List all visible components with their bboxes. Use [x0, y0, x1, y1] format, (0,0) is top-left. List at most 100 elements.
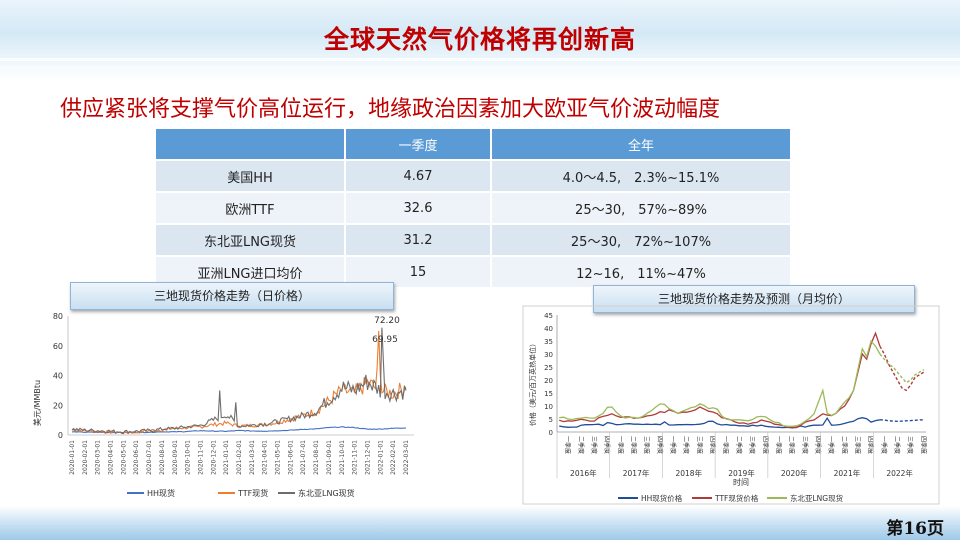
- table-cell: 31.2: [344, 223, 492, 257]
- y-tick-label: 80: [53, 312, 63, 321]
- table-cell: 美国HH: [154, 159, 346, 193]
- y-tick-label: 15: [544, 390, 553, 398]
- table-row: 欧洲TTF 32.6 25～30, 57%~89%: [154, 191, 792, 225]
- x-tick-label: 2020-04-01: [108, 440, 115, 475]
- x-tick-label: 2021-10-01: [339, 440, 346, 475]
- page-number: 第16页: [886, 519, 944, 539]
- left-chart-yticks: 0 20 40 60 80: [53, 312, 63, 440]
- x-tick-label: 2020-12-01: [210, 440, 217, 475]
- page-title: 全球天然气价格将再创新高: [323, 25, 636, 54]
- y-tick-label: 35: [544, 338, 553, 346]
- left-chart-legend: HH现货 TTF现货 东北亚LNG现货: [127, 488, 355, 498]
- quarter-label: 四季度: [919, 436, 927, 454]
- table-row: 美国HH 4.67 4.0～4.5, 2.3%~15.1%: [154, 159, 792, 193]
- x-tick-label: 2021-09-01: [326, 440, 333, 475]
- y-tick-label: 5: [549, 416, 553, 424]
- quarter-label: 四季度: [656, 436, 664, 454]
- quarter-label: 一季度: [827, 436, 835, 454]
- legend-label-ttf: TTF现货价格: [714, 493, 759, 503]
- quarter-label: 四季度: [603, 436, 611, 454]
- ttf-daily-line: [71, 330, 407, 435]
- right-chart-quarter-labels: 一季度 二季度 三季度 四季度 一季度 二季度 三季度 四季度 一季度 二季度 三季度 四季度 一季度二…: [564, 436, 928, 454]
- right-chart-year-labels: 2016年 2017年 2018年 2019年 2020年 2021年 2022年: [556, 432, 913, 478]
- y-tick-label: 25: [544, 364, 553, 372]
- quarter-label: 一季度: [616, 436, 624, 454]
- x-tick-label: 2020-07-01: [146, 440, 153, 475]
- right-chart-frame: [522, 305, 940, 505]
- x-tick-label: 2021-11-01: [352, 440, 359, 475]
- table-cell: 12~16, 11%~47%: [490, 255, 792, 289]
- table-header-cell: [154, 127, 346, 161]
- year-label: 2019年: [728, 468, 755, 478]
- y-tick-label: 0: [58, 431, 63, 440]
- x-tick-label: 2020-08-01: [159, 440, 166, 475]
- legend-label-hh: HH现货价格: [641, 493, 683, 503]
- table-row: 东北亚LNG现货 31.2 25～30, 72%~107%: [154, 223, 792, 257]
- x-tick-label: 2020-06-01: [133, 440, 140, 475]
- x-tick-label: 2021-02-01: [236, 440, 243, 475]
- quarter-label: 四季度: [867, 436, 875, 454]
- left-chart-xticks: 2020-01-01 2020-02-01 2020-03-01 2020-04-01…: [69, 440, 410, 475]
- quarter-label: 四季度: [814, 436, 822, 454]
- year-label: 2017年: [623, 468, 650, 478]
- x-tick-label: 2022-01-01: [377, 440, 384, 475]
- right-chart-yticks: 0 5 10 15 20 25 30 35 40 45: [544, 312, 553, 437]
- quarter-label: 三季度: [590, 436, 598, 454]
- year-label: 2021年: [834, 468, 861, 478]
- table-header-cell: 全年: [490, 127, 792, 161]
- x-tick-label: 2022-02-01: [390, 440, 397, 475]
- peak-label-ttf: 69.95: [372, 335, 398, 345]
- x-tick-label: 2020-05-01: [120, 440, 127, 475]
- x-tick-label: 2020-01-01: [69, 440, 76, 475]
- y-tick-label: 60: [53, 342, 63, 351]
- y-tick-label: 20: [53, 401, 63, 410]
- year-label: 2018年: [675, 468, 702, 478]
- x-tick-label: 2021-08-01: [313, 440, 320, 475]
- lng-monthly-line: [559, 339, 881, 427]
- quarter-label: 二季度: [893, 436, 901, 454]
- x-tick-label: 2020-03-01: [95, 440, 102, 475]
- quarter-label: 一季度: [880, 436, 888, 454]
- year-label: 2020年: [781, 468, 808, 478]
- quarter-label: 一季度: [774, 436, 782, 454]
- quarter-label: 三季度: [854, 436, 862, 454]
- table-cell: 东北亚LNG现货: [154, 223, 346, 257]
- quarter-label: 二季度: [629, 436, 637, 454]
- page-subtitle: 供应紧张将支撑气价高位运行，地缘政治因素加大欧亚气价波动幅度: [60, 97, 721, 122]
- quarter-label: 二季度: [840, 436, 848, 454]
- x-tick-label: 2021-12-01: [364, 440, 371, 475]
- y-tick-label: 40: [544, 325, 553, 333]
- y-tick-label: 40: [53, 372, 63, 381]
- legend-label-ttf: TTF现货: [237, 488, 268, 498]
- y-tick-label: 45: [544, 312, 553, 320]
- table-header-row: 一季度 全年: [154, 127, 792, 161]
- quarter-label: 二季度: [788, 436, 796, 454]
- ttf-monthly-line: [559, 331, 881, 429]
- y-tick-label: 20: [544, 377, 553, 385]
- table-cell: 4.67: [344, 159, 492, 193]
- table-cell: 32.6: [344, 191, 492, 225]
- quarter-label: 一季度: [564, 436, 572, 454]
- right-chart-title: 三地现货价格走势及预测（月均价）: [593, 285, 915, 313]
- year-label: 2022年: [886, 468, 913, 478]
- quarter-label: 三季度: [801, 436, 809, 454]
- lng-daily-line: [71, 327, 407, 435]
- quarter-label: 四季度: [709, 436, 717, 454]
- right-chart-ylabel: 价格（美元/百万英热单位）: [528, 340, 537, 426]
- x-tick-label: 2020-11-01: [197, 440, 204, 475]
- hh-monthly-line: [559, 416, 881, 429]
- legend-label-lng: 东北亚LNG现货: [298, 488, 355, 498]
- x-tick-label: 2021-03-01: [249, 440, 256, 475]
- quarter-label: 一季度: [722, 436, 730, 454]
- quarter-label: 三季度: [748, 436, 756, 454]
- left-chart-title: 三地现货价格走势（日价格）: [70, 282, 394, 310]
- peak-label-lng: 72.20: [374, 316, 400, 326]
- y-tick-label: 30: [544, 351, 553, 359]
- quarter-label: 四季度: [761, 436, 769, 454]
- forecast-table: 一季度 全年 美国HH 4.67 4.0～4.5, 2.3%~15.1% 欧洲T…: [154, 127, 792, 289]
- left-chart-ylabel: 美元/MMBtu: [32, 380, 42, 426]
- legend-label-lng: 东北亚LNG现货: [790, 493, 844, 503]
- quarter-label: 三季度: [695, 436, 703, 454]
- x-tick-label: 2021-07-01: [300, 440, 307, 475]
